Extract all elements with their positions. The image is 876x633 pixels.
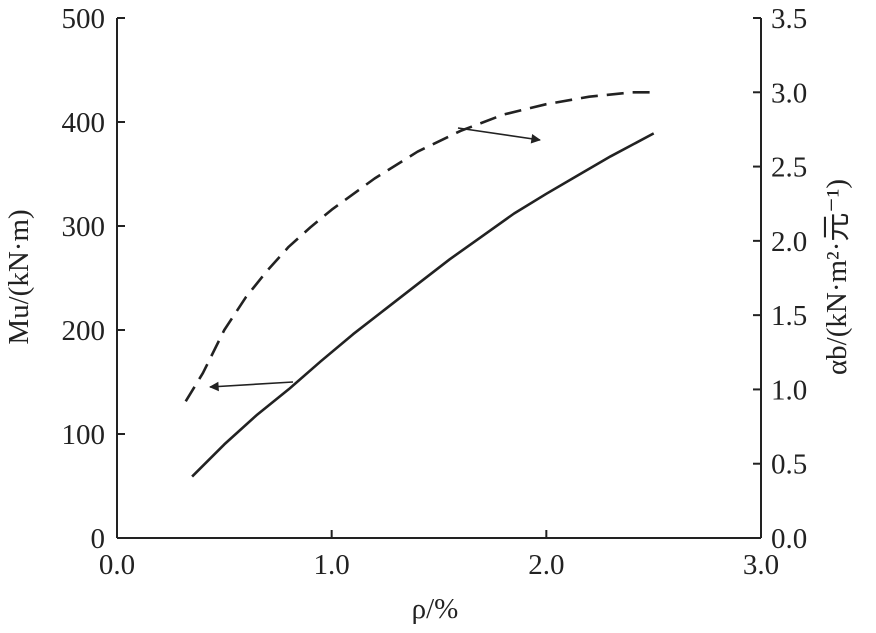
x-tick-label: 1.0 xyxy=(314,549,350,581)
x-tick-label: 3.0 xyxy=(743,549,779,581)
series-group xyxy=(184,91,655,478)
y-right-tick-label: 3.0 xyxy=(771,77,807,109)
y-left-tick-label: 200 xyxy=(62,315,106,347)
x-axis-title: ρ/% xyxy=(412,593,459,625)
x-tick-label: 2.0 xyxy=(528,549,564,581)
y-left-tick-label: 500 xyxy=(62,3,106,35)
series-line-dashed xyxy=(184,91,654,402)
y-right-tick-label: 1.0 xyxy=(771,374,807,406)
y-right-tick-label: 2.0 xyxy=(771,226,807,258)
y-left-tick-label: 300 xyxy=(62,211,106,243)
y-left-tick-label: 100 xyxy=(62,419,106,451)
y-right-tick-label: 1.5 xyxy=(771,300,807,332)
y-left-axis-title: Mu/(kN·m) xyxy=(3,209,35,344)
x-tick-label: 0.0 xyxy=(99,549,135,581)
annotation-arrows xyxy=(209,127,541,392)
axes xyxy=(116,18,762,539)
arrow-to-dashed-left-axis xyxy=(209,381,294,392)
y-right-tick-label: 0.0 xyxy=(771,523,807,555)
y-left-tick-label: 400 xyxy=(62,107,106,139)
y-right-tick-label: 0.5 xyxy=(771,449,807,481)
ticks: 0.0 1.0 2.0 3.0 0 100 200 300 400 500 0.0 0.5 1.0 1.5… xyxy=(62,3,808,581)
y-right-axis-title: αb/(kN·m²·元⁻¹) xyxy=(821,179,853,375)
series-line-solid xyxy=(191,132,655,478)
y-right-tick-label: 3.5 xyxy=(771,3,807,35)
y-right-tick-label: 2.5 xyxy=(771,152,807,184)
y-left-tick-label: 0 xyxy=(91,523,106,555)
arrow-to-right-axis xyxy=(457,127,541,144)
